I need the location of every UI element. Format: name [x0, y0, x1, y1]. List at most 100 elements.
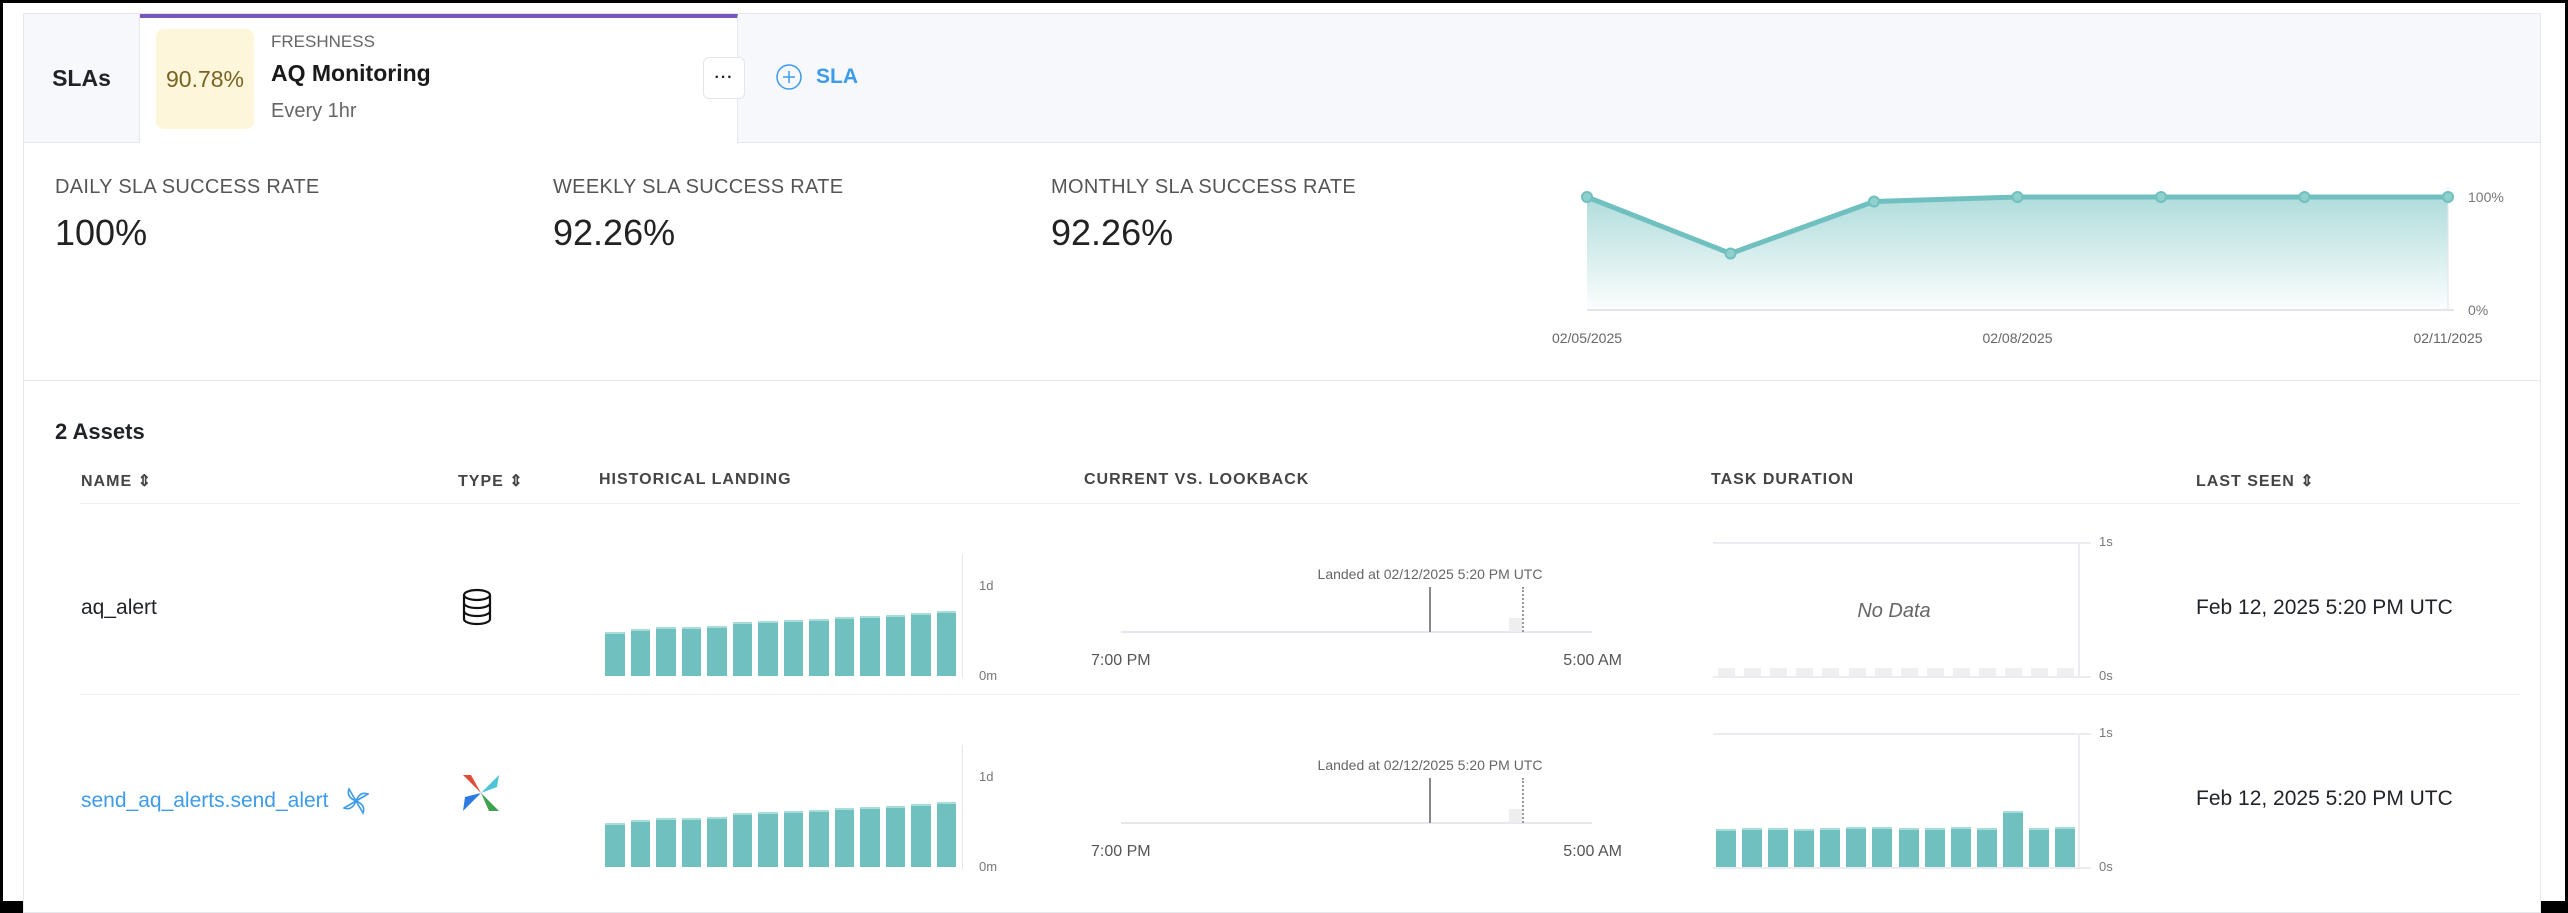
- bar: [732, 622, 752, 676]
- bar: [758, 621, 778, 676]
- lookback-end: 5:00 AM: [1563, 652, 1622, 669]
- placeholder-bar: [1796, 668, 1814, 676]
- col-last-seen-label: LAST SEEN: [2196, 473, 2295, 490]
- duration-baseline: [1713, 676, 2091, 678]
- tab-aq-monitoring[interactable]: 90.78% FRESHNESS AQ Monitoring Every 1hr…: [140, 14, 745, 144]
- bar: [656, 627, 676, 676]
- placeholder-bar: [2005, 668, 2023, 676]
- landed-marker: [1429, 587, 1431, 632]
- x-tick-label: 02/11/2025: [2413, 330, 2482, 346]
- divider: [24, 380, 2540, 381]
- bar: [2028, 828, 2049, 867]
- bar: [2054, 826, 2075, 867]
- trend-area: [1587, 197, 2448, 310]
- landed-label: Landed at 02/12/2025 5:20 PM UTC: [1317, 757, 1543, 773]
- bar: [885, 614, 905, 676]
- daily-rate-value: 100%: [55, 212, 148, 253]
- sla-tabs-bar: SLAs 90.78% FRESHNESS AQ Monitoring Ever…: [24, 14, 2540, 144]
- placeholder-bar: [1926, 668, 1944, 676]
- col-last-seen[interactable]: LAST SEEN ⇕: [2196, 471, 2315, 491]
- col-name[interactable]: NAME ⇕: [81, 471, 152, 491]
- lookback-baseline: [1121, 822, 1592, 824]
- sort-icon: ⇕: [2300, 473, 2315, 490]
- more-options-button[interactable]: ···: [703, 57, 745, 99]
- placeholder-bar: [1744, 668, 1762, 676]
- placeholder-bar: [1822, 668, 1840, 676]
- monthly-rate-value: 92.26%: [1051, 212, 1174, 253]
- axis-line: [962, 554, 963, 678]
- database-icon: [462, 588, 492, 626]
- now-marker: [1522, 778, 1524, 823]
- weekly-rate-value: 92.26%: [553, 212, 676, 253]
- more-icon: ···: [714, 69, 734, 86]
- plus-circle-icon: [776, 64, 802, 90]
- bar: [783, 620, 803, 676]
- table-row[interactable]: aq_alert No Data Feb 12, 2025 5:20 PM UT…: [24, 504, 2540, 694]
- tab-slas[interactable]: SLAs: [24, 14, 140, 143]
- duration-top-grid: [1713, 733, 2091, 735]
- monthly-rate-label: MONTHLY SLA SUCCESS RATE: [1051, 176, 1357, 198]
- bar: [834, 807, 854, 867]
- y-tick-0m: 0m: [979, 859, 998, 874]
- bar: [2002, 810, 2023, 867]
- asset-link[interactable]: send_aq_alerts.send_alert: [81, 787, 369, 815]
- y-tick-0m: 0m: [979, 668, 998, 683]
- bar: [707, 625, 727, 676]
- bar: [732, 813, 752, 867]
- sla-trend-chart: 100% 0% 02/05/2025 02/08/2025 02/11/2025: [1552, 187, 2504, 346]
- data-point: [2298, 191, 2311, 203]
- bar: [911, 613, 931, 676]
- header-divider: [80, 503, 2520, 504]
- bar: [681, 817, 701, 867]
- bar: [1768, 828, 1789, 867]
- sla-name: AQ Monitoring: [271, 60, 431, 86]
- bar: [1820, 828, 1841, 867]
- duration-y-axis: [2078, 542, 2080, 678]
- placeholder-bar: [1848, 668, 1866, 676]
- table-row[interactable]: send_aq_alerts.send_alert Feb 12, 2025 5…: [24, 695, 2540, 885]
- bar: [885, 805, 905, 867]
- bar: [758, 812, 778, 867]
- bar: [809, 810, 829, 867]
- now-marker: [1522, 587, 1524, 632]
- airflow-outline-icon: [342, 787, 369, 815]
- placeholder-bar: [1900, 668, 1918, 676]
- placeholder-bar: [1979, 668, 1996, 676]
- bar: [1950, 826, 1971, 867]
- data-point: [2442, 191, 2454, 203]
- placeholder-bar: [2031, 668, 2049, 676]
- airflow-icon: [463, 775, 499, 811]
- last-seen: Feb 12, 2025 5:20 PM UTC: [2196, 596, 2453, 619]
- sla-schedule: Every 1hr: [271, 100, 357, 122]
- y-tick-0s: 0s: [2099, 859, 2113, 874]
- asset-name: aq_alert: [81, 596, 157, 619]
- duration-top-grid: [1713, 542, 2091, 544]
- add-sla-button[interactable]: SLA: [776, 64, 858, 90]
- col-name-label: NAME: [81, 473, 133, 490]
- col-historical-landing: HISTORICAL LANDING: [599, 471, 792, 488]
- bar: [1976, 828, 1997, 867]
- bar: [809, 619, 829, 676]
- duration-baseline: [1713, 867, 2091, 869]
- lookback-start: 7:00 PM: [1091, 843, 1151, 860]
- row-divider: [80, 694, 2520, 695]
- bar: [834, 616, 854, 676]
- lookback-window: [1509, 618, 1522, 632]
- lookback-end: 5:00 AM: [1563, 843, 1622, 860]
- weekly-rate-label: WEEKLY SLA SUCCESS RATE: [553, 176, 844, 198]
- bar: [1742, 828, 1763, 867]
- axis-line: [962, 745, 963, 869]
- sla-panel: SLAs 90.78% FRESHNESS AQ Monitoring Ever…: [23, 13, 2541, 913]
- duration-y-axis: [2078, 733, 2080, 869]
- bar: [656, 818, 676, 867]
- placeholder-bar: [1718, 668, 1735, 676]
- placeholder-bar: [1770, 668, 1788, 676]
- placeholder-bar: [1952, 668, 1970, 676]
- bar: [860, 806, 880, 867]
- col-type[interactable]: TYPE ⇕: [458, 471, 524, 491]
- y-tick-0s: 0s: [2099, 668, 2113, 683]
- x-tick-label: 02/05/2025: [1552, 330, 1622, 346]
- bar: [707, 816, 727, 867]
- asset-name: send_aq_alerts.send_alert: [81, 789, 329, 812]
- bar: [1898, 828, 1919, 867]
